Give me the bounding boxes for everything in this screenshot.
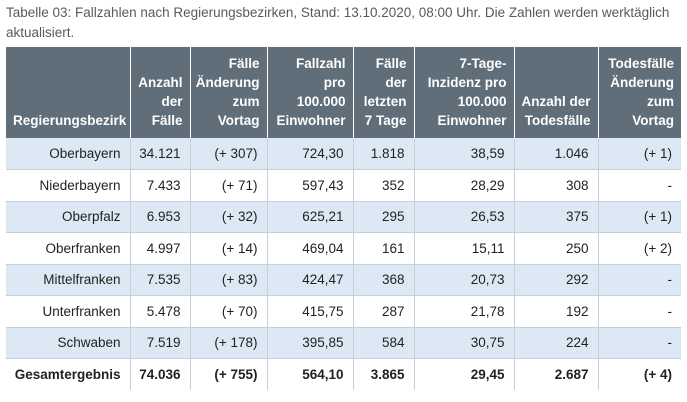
table-row: Oberpfalz 6.953 (+ 32) 625,21 295 26,53 375 (+ … [6, 201, 681, 233]
fallzahl-cell: 724,30 [267, 138, 354, 170]
total-region-cell: Gesamtergebnis [6, 358, 131, 390]
header-faelle-aenderung[interactable]: Fälle Änderung zum Vortag [190, 47, 268, 138]
faelle-aenderung-cell: (+ 83) [190, 264, 268, 296]
table-header-row: Regierungsbezirk Anzahl der Fälle Fälle … [6, 47, 681, 138]
fallzahl-cell: 597,43 [267, 169, 354, 202]
header-7-tage-inzidenz[interactable]: 7-Tage-Inzidenz pro 100.000 Einwohner [414, 47, 515, 138]
fallzahl-cell: 424,47 [267, 264, 354, 296]
faelle-7-tage-cell: 295 [353, 201, 415, 233]
anzahl-faelle-cell: 4.997 [130, 232, 191, 265]
total-todesfaelle-aenderung-cell: (+ 4) [598, 358, 681, 390]
todesfaelle-aenderung-cell: (+ 1) [598, 201, 681, 233]
anzahl-faelle-cell: 5.478 [130, 295, 191, 328]
total-inzidenz-cell: 29,45 [414, 358, 515, 390]
inzidenz-cell: 28,29 [414, 169, 515, 202]
table-caption: Tabelle 03: Fallzahlen nach Regierungsbe… [6, 5, 670, 40]
todesfaelle-aenderung-cell: - [598, 169, 681, 202]
todesfaelle-cell: 1.046 [514, 138, 599, 170]
inzidenz-cell: 26,53 [414, 201, 515, 233]
total-anzahl-faelle-cell: 74.036 [130, 358, 191, 390]
todesfaelle-aenderung-cell: - [598, 264, 681, 296]
todesfaelle-aenderung-cell: - [598, 295, 681, 328]
table-row: Schwaben 7.519 (+ 178) 395,85 584 30,75 224- [6, 327, 681, 359]
case-numbers-table: Regierungsbezirk Anzahl der Fälle Fälle … [6, 47, 681, 390]
total-row: Gesamtergebnis 74.036 (+ 755) 564,10 3.865 29… [6, 358, 681, 390]
region-cell: Unterfranken [6, 295, 131, 328]
todesfaelle-cell: 192 [514, 295, 599, 328]
total-fallzahl-cell: 564,10 [267, 358, 354, 390]
inzidenz-cell: 30,75 [414, 327, 515, 359]
todesfaelle-cell: 308 [514, 169, 599, 202]
header-anzahl-faelle[interactable]: Anzahl der Fälle [130, 47, 191, 138]
inzidenz-cell: 20,73 [414, 264, 515, 296]
header-fallzahl-pro-100000[interactable]: Fallzahl pro 100.000 Einwohner [267, 47, 354, 138]
table-row: Niederbayern 7.433 (+ 71) 597,43 352 28,29 308… [6, 169, 681, 202]
todesfaelle-cell: 250 [514, 232, 599, 265]
region-cell: Oberpfalz [6, 201, 131, 233]
inzidenz-cell: 21,78 [414, 295, 515, 328]
faelle-aenderung-cell: (+ 71) [190, 169, 268, 202]
faelle-7-tage-cell: 287 [353, 295, 415, 328]
faelle-aenderung-cell: (+ 14) [190, 232, 268, 265]
header-todesfaelle-aenderung[interactable]: Todesfälle Änderung zum Vortag [598, 47, 681, 138]
anzahl-faelle-cell: 34.121 [130, 138, 191, 170]
faelle-7-tage-cell: 368 [353, 264, 415, 296]
todesfaelle-cell: 292 [514, 264, 599, 296]
faelle-7-tage-cell: 584 [353, 327, 415, 359]
faelle-7-tage-cell: 1.818 [353, 138, 415, 170]
todesfaelle-aenderung-cell: (+ 2) [598, 232, 681, 265]
region-cell: Oberbayern [6, 138, 131, 170]
region-cell: Niederbayern [6, 169, 131, 202]
region-cell: Oberfranken [6, 232, 131, 265]
fallzahl-cell: 469,04 [267, 232, 354, 265]
todesfaelle-aenderung-cell: - [598, 327, 681, 359]
fallzahl-cell: 415,75 [267, 295, 354, 328]
table-row: Oberfranken 4.997 (+ 14) 469,04 161 15,11 250(… [6, 232, 681, 265]
inzidenz-cell: 38,59 [414, 138, 515, 170]
table-row: Unterfranken 5.478 (+ 70) 415,75 287 21,78 192… [6, 295, 681, 328]
region-cell: Schwaben [6, 327, 131, 359]
todesfaelle-cell: 224 [514, 327, 599, 359]
faelle-aenderung-cell: (+ 178) [190, 327, 268, 359]
anzahl-faelle-cell: 6.953 [130, 201, 191, 233]
header-regierungsbezirk[interactable]: Regierungsbezirk [6, 47, 131, 138]
faelle-aenderung-cell: (+ 32) [190, 201, 268, 233]
total-todesfaelle-cell: 2.687 [514, 358, 599, 390]
faelle-7-tage-cell: 352 [353, 169, 415, 202]
header-anzahl-todesfaelle[interactable]: Anzahl der Todesfälle [514, 47, 599, 138]
anzahl-faelle-cell: 7.433 [130, 169, 191, 202]
total-faelle-aenderung-cell: (+ 755) [190, 358, 268, 390]
faelle-7-tage-cell: 161 [353, 232, 415, 265]
header-faelle-7-tage[interactable]: Fälle der letzten 7 Tage [353, 47, 415, 138]
todesfaelle-cell: 375 [514, 201, 599, 233]
faelle-aenderung-cell: (+ 70) [190, 295, 268, 328]
region-cell: Mittelfranken [6, 264, 131, 296]
total-faelle-7-tage-cell: 3.865 [353, 358, 415, 390]
inzidenz-cell: 15,11 [414, 232, 515, 265]
faelle-aenderung-cell: (+ 307) [190, 138, 268, 170]
fallzahl-cell: 625,21 [267, 201, 354, 233]
table-row: Oberbayern 34.121 (+ 307) 724,30 1.818 38,59 1… [6, 138, 681, 170]
anzahl-faelle-cell: 7.519 [130, 327, 191, 359]
fallzahl-cell: 395,85 [267, 327, 354, 359]
anzahl-faelle-cell: 7.535 [130, 264, 191, 296]
todesfaelle-aenderung-cell: (+ 1) [598, 138, 681, 170]
table-row: Mittelfranken 7.535 (+ 83) 424,47 368 20,73 29… [6, 264, 681, 296]
